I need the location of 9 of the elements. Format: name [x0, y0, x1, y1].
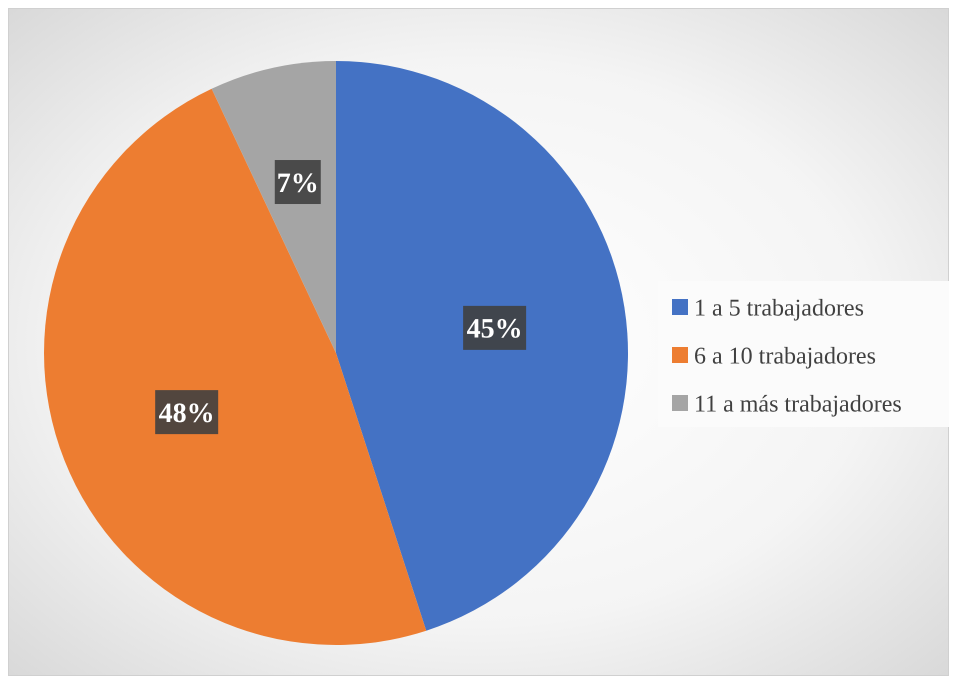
legend-label: 11 a más trabajadores — [694, 391, 902, 418]
data-label: 48% — [158, 398, 215, 429]
legend-label: 1 a 5 trabajadores — [694, 295, 864, 322]
pie-slice — [336, 61, 628, 631]
pie-slice — [44, 88, 426, 644]
pie-slice — [212, 61, 336, 353]
legend-label: 6 a 10 trabajadores — [694, 343, 876, 370]
data-label: 45% — [466, 314, 523, 345]
data-label: 7% — [276, 168, 319, 199]
